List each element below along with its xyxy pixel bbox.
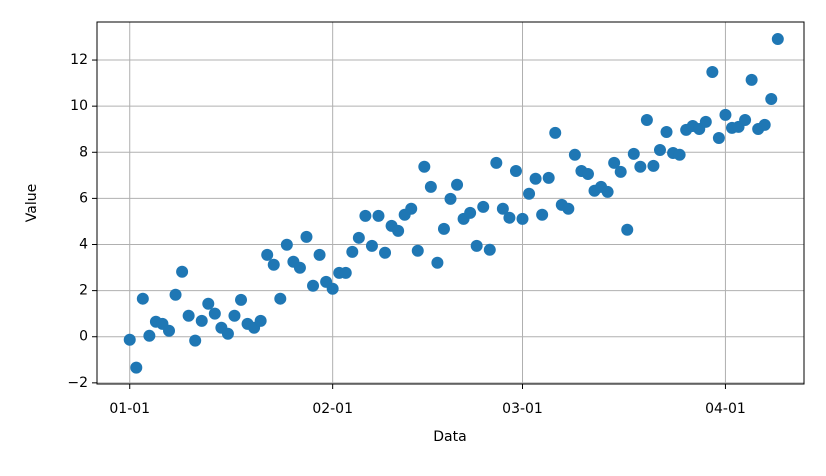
point <box>189 334 202 347</box>
point <box>712 131 725 144</box>
point <box>562 202 575 215</box>
point <box>771 33 784 46</box>
point <box>464 206 477 219</box>
x-tick-label: 01-01 <box>109 401 150 417</box>
point <box>640 113 653 126</box>
point <box>621 223 634 236</box>
point <box>706 66 719 79</box>
y-tick-label: 6 <box>79 190 88 206</box>
point <box>346 245 359 258</box>
point <box>365 239 378 252</box>
point <box>483 243 496 256</box>
point <box>647 159 660 172</box>
point <box>235 293 248 306</box>
point <box>739 113 752 126</box>
plot-frame <box>96 21 805 385</box>
point <box>379 246 392 259</box>
point <box>536 208 549 221</box>
x-tick-label: 02-01 <box>312 401 353 417</box>
point <box>254 314 267 327</box>
point <box>451 178 464 191</box>
point <box>143 329 156 342</box>
point <box>477 200 490 213</box>
y-tick-label: 12 <box>70 52 88 68</box>
point <box>123 333 136 346</box>
point <box>293 261 306 274</box>
point <box>503 211 516 224</box>
point <box>509 164 522 177</box>
point <box>195 314 208 327</box>
point <box>339 266 352 279</box>
x-tick-label: 03-01 <box>502 401 543 417</box>
point <box>758 118 771 131</box>
y-tick-label: 0 <box>79 329 88 345</box>
point <box>673 148 686 161</box>
point <box>660 125 673 138</box>
point <box>490 156 503 169</box>
point <box>208 307 221 320</box>
point <box>176 265 189 278</box>
point <box>182 309 195 322</box>
point <box>431 256 444 269</box>
point <box>745 73 758 86</box>
point <box>549 126 562 139</box>
point <box>307 279 320 292</box>
point <box>280 238 293 251</box>
point <box>424 180 437 193</box>
y-axis-label: Value <box>24 184 40 222</box>
point <box>614 165 627 178</box>
point <box>418 160 431 173</box>
point <box>411 244 424 257</box>
point <box>608 156 621 169</box>
point <box>405 202 418 215</box>
point <box>765 93 778 106</box>
y-tick-label: 10 <box>70 98 88 114</box>
y-tick-label: −2 <box>67 375 88 391</box>
point <box>359 209 372 222</box>
point <box>568 148 581 161</box>
point <box>392 224 405 237</box>
point <box>352 231 365 244</box>
y-tick-label: 8 <box>79 144 88 160</box>
point <box>516 212 529 225</box>
point <box>136 292 149 305</box>
point <box>470 239 483 252</box>
point <box>496 202 509 215</box>
point <box>326 282 339 295</box>
point <box>542 171 555 184</box>
point <box>221 327 234 340</box>
y-tick-label: 2 <box>79 283 88 299</box>
point <box>523 187 536 200</box>
point <box>719 108 732 121</box>
point <box>634 160 647 173</box>
point <box>228 309 241 322</box>
point <box>653 143 666 156</box>
point <box>699 115 712 128</box>
point <box>529 172 542 185</box>
point <box>202 297 215 310</box>
point <box>444 192 457 205</box>
point <box>437 222 450 235</box>
x-tick-label: 04-01 <box>705 401 746 417</box>
point <box>581 167 594 180</box>
point <box>169 288 182 301</box>
point <box>313 248 326 261</box>
point <box>261 248 274 261</box>
point <box>267 258 280 271</box>
point <box>274 292 287 305</box>
x-axis-label: Data <box>433 429 466 445</box>
point <box>601 185 614 198</box>
point <box>130 361 143 374</box>
point <box>372 209 385 222</box>
point <box>163 324 176 337</box>
point <box>300 230 313 243</box>
y-tick-label: 4 <box>79 237 88 253</box>
point <box>627 147 640 160</box>
